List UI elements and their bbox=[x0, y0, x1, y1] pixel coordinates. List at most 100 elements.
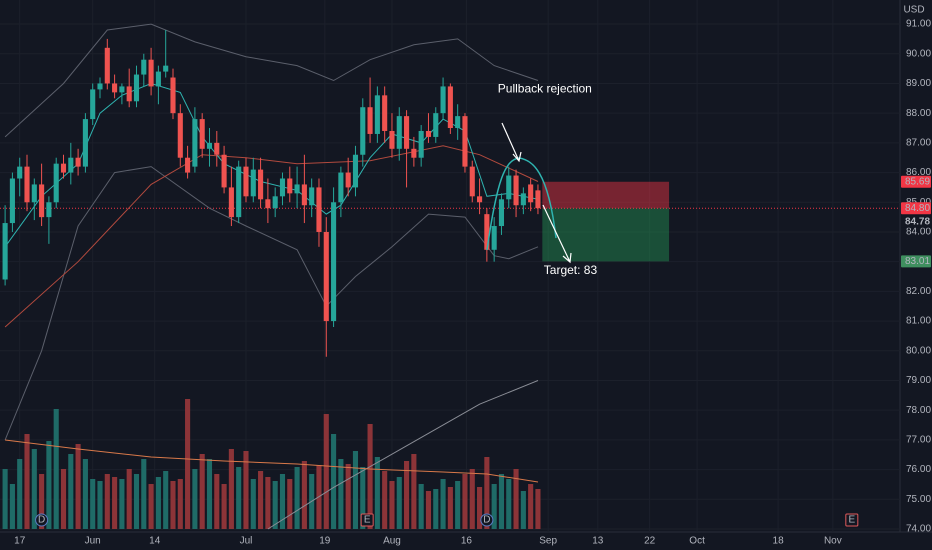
candle-body bbox=[498, 199, 505, 227]
candle-body bbox=[155, 71, 161, 87]
candle-body bbox=[374, 95, 380, 134]
price-tag bbox=[901, 202, 931, 215]
y-tick-label: 74.00 bbox=[906, 524, 931, 535]
y-tick-label: 80.00 bbox=[906, 345, 931, 356]
candle-body bbox=[433, 113, 439, 137]
candle-body bbox=[484, 214, 490, 250]
volume-bar bbox=[185, 399, 191, 529]
volume-bar bbox=[214, 474, 220, 529]
volume-bar bbox=[272, 481, 278, 529]
volume-bar bbox=[418, 484, 424, 529]
volume-bar bbox=[82, 459, 88, 529]
candle-body bbox=[46, 202, 52, 218]
candle-body bbox=[170, 77, 176, 114]
volume-bar bbox=[31, 449, 37, 529]
candle-body bbox=[309, 187, 315, 206]
price-tag-label: 85.69 bbox=[905, 176, 930, 187]
volume-bar bbox=[90, 479, 96, 529]
volume-bar bbox=[520, 491, 526, 529]
volume-bar bbox=[177, 479, 183, 529]
candle-body bbox=[177, 113, 183, 158]
volume-bar bbox=[148, 484, 154, 529]
volume-bar bbox=[462, 474, 468, 529]
volume-bar bbox=[39, 474, 45, 529]
event-label: E bbox=[848, 515, 855, 526]
target-arrow bbox=[542, 204, 572, 264]
volume-bar bbox=[24, 434, 30, 529]
candle-body bbox=[279, 178, 286, 197]
projection-curve bbox=[486, 157, 557, 251]
volume-bar bbox=[535, 489, 541, 529]
volume-bar bbox=[141, 459, 147, 529]
y-tick-label: 87.00 bbox=[906, 138, 931, 149]
candle-body bbox=[75, 157, 81, 167]
volume-bar bbox=[323, 414, 329, 529]
volume-bar bbox=[477, 487, 483, 529]
price-tag-label: 83.01 bbox=[905, 256, 930, 267]
volume-bar bbox=[126, 469, 132, 529]
y-tick-label: 82.00 bbox=[906, 286, 931, 297]
volume-bar bbox=[411, 454, 417, 529]
volume-bar bbox=[206, 459, 213, 529]
target-zone bbox=[542, 208, 670, 262]
candle-body bbox=[221, 154, 227, 188]
volume-bar bbox=[506, 479, 512, 529]
candle-body bbox=[9, 178, 15, 224]
event-label: D bbox=[483, 515, 490, 526]
x-tick-label: Aug bbox=[383, 536, 401, 547]
volume-bar bbox=[433, 489, 439, 529]
price-tag bbox=[901, 215, 931, 228]
volume-bar bbox=[243, 451, 249, 529]
annotation: Pullback rejection bbox=[498, 82, 592, 96]
rejection-arrow bbox=[501, 122, 522, 163]
x-tick-label: 18 bbox=[773, 536, 785, 547]
volume-bar bbox=[258, 471, 264, 529]
volume-bar bbox=[170, 481, 176, 529]
candle-body bbox=[250, 169, 256, 197]
x-tick-label: Jul bbox=[240, 536, 253, 547]
candle-body bbox=[535, 190, 541, 209]
y-tick-label: 75.00 bbox=[906, 494, 931, 505]
x-tick-label: 14 bbox=[149, 536, 161, 547]
candle-body bbox=[265, 199, 271, 209]
x-tick-label: 17 bbox=[14, 536, 26, 547]
currency-label: USD bbox=[903, 5, 924, 16]
candle-body bbox=[104, 47, 110, 84]
candle-body bbox=[2, 223, 8, 280]
volume-bar bbox=[287, 479, 293, 529]
indicator-line bbox=[5, 439, 539, 483]
volume-bar bbox=[301, 461, 307, 529]
volume-bar bbox=[455, 481, 461, 529]
x-tick-label: Oct bbox=[689, 536, 705, 547]
candle-body bbox=[148, 59, 154, 87]
candle-body bbox=[491, 226, 497, 250]
candle-body bbox=[126, 86, 132, 102]
x-tick-label: 22 bbox=[644, 536, 656, 547]
volume-bar bbox=[484, 457, 490, 529]
y-tick-label: 76.00 bbox=[906, 464, 931, 475]
candle-body bbox=[447, 86, 453, 129]
volume-bar bbox=[396, 477, 402, 529]
event-marker bbox=[35, 513, 49, 527]
candle-body bbox=[133, 74, 140, 102]
indicator-line bbox=[267, 380, 539, 530]
indicator-line bbox=[4, 23, 539, 138]
volume-bar bbox=[360, 467, 366, 529]
volume-bar bbox=[279, 474, 286, 529]
volume-bar bbox=[119, 479, 125, 529]
annotation: Target: 83 bbox=[544, 263, 598, 277]
candle-body bbox=[243, 166, 249, 197]
volume-bar bbox=[389, 481, 395, 529]
volume-bar bbox=[491, 484, 497, 529]
price-tag-label: 84.80 bbox=[905, 203, 930, 214]
candle-body bbox=[60, 163, 67, 173]
y-tick-label: 88.00 bbox=[906, 108, 931, 119]
candle-body bbox=[236, 166, 242, 218]
y-tick-label: 89.00 bbox=[906, 78, 931, 89]
volume-bar bbox=[338, 459, 344, 529]
candle-body bbox=[404, 116, 410, 149]
volume-bar bbox=[75, 444, 81, 529]
candle-body bbox=[82, 119, 88, 167]
volume-bar bbox=[513, 469, 519, 529]
